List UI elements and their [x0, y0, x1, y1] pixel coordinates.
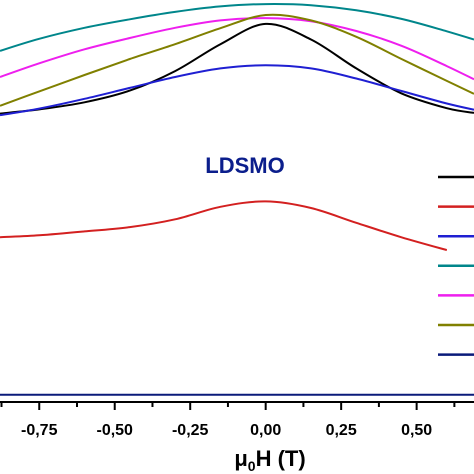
x-axis-title-mu: μ	[234, 446, 247, 471]
x-axis-title: μ0H (T)	[234, 446, 305, 474]
x-tick-label: 0,50	[401, 422, 432, 439]
x-tick-label: -0,50	[96, 422, 133, 439]
sample-annotation: LDSMO	[205, 153, 284, 178]
series-line-4	[0, 13, 474, 107]
x-tick-label: -0,75	[21, 422, 58, 439]
x-tick-label: 0,25	[326, 422, 357, 439]
series-line-1	[0, 3, 474, 52]
x-tick-label: -0,25	[172, 422, 209, 439]
x-axis-ticks: -0,75 -0,50 -0,25 0,00 0,25 0,50	[0, 402, 456, 439]
x-axis-title-sub: 0	[248, 458, 256, 474]
series-layer	[0, 3, 474, 396]
series-line-3	[0, 22, 474, 115]
series-line-5	[0, 64, 474, 117]
x-tick-label: 0,00	[250, 422, 281, 439]
x-axis-title-rest: H (T)	[256, 446, 306, 471]
series-line-2	[0, 17, 474, 81]
series-line-6	[0, 200, 448, 252]
legend	[438, 175, 474, 356]
